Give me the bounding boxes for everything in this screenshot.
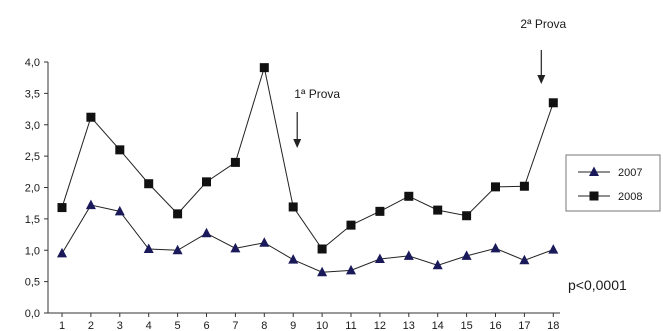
y-tick-label: 0,0 [25, 308, 40, 320]
y-tick-label: 3,5 [25, 88, 40, 100]
series-line-2008 [61, 67, 554, 250]
point-2007-12 [374, 253, 385, 264]
y-axis-ticks: 0,0 0,5 1,0 1,5 2,0 2,5 3,0 3,5 4,0 [25, 57, 48, 320]
x-tick-label: 10 [316, 320, 328, 331]
x-tick-label: 4 [146, 320, 152, 331]
point-2008-10 [317, 244, 327, 254]
legend-marker-2007 [589, 166, 599, 176]
x-tick-label: 9 [290, 320, 296, 331]
point-2008-12 [375, 206, 385, 216]
point-2007-9 [288, 254, 299, 264]
x-tick-label: 6 [203, 320, 209, 331]
point-2007-1 [57, 247, 67, 258]
point-2007-17 [519, 254, 530, 265]
point-2008-15 [462, 211, 472, 221]
annotation-arrow-head [537, 75, 546, 84]
point-2008-2 [86, 112, 96, 122]
y-tick-label: 1,0 [25, 245, 40, 257]
point-2007-5 [172, 244, 183, 255]
x-tick-label: 5 [175, 320, 181, 331]
legend-box [565, 154, 661, 212]
point-2007-3 [114, 205, 125, 216]
point-2008-4 [144, 179, 154, 189]
x-tick-label: 14 [432, 320, 444, 331]
y-tick-label: 2,0 [25, 183, 40, 195]
point-2007-8 [259, 237, 270, 247]
point-2007-6 [201, 227, 212, 238]
point-2007-18 [548, 244, 559, 254]
y-tick-label: 1,5 [25, 214, 40, 226]
x-tick-label: 12 [374, 320, 386, 331]
point-2008-7 [230, 157, 240, 167]
point-2007-13 [403, 250, 414, 260]
annotations: 1ª Prova 2ª Prova [293, 17, 567, 148]
point-2008-3 [115, 145, 125, 155]
annotation-label: 1ª Prova [294, 87, 340, 101]
point-2008-18 [548, 98, 558, 108]
legend-label-2007: 2007 [618, 167, 642, 179]
annotation-label: 2ª Prova [520, 17, 566, 31]
point-2008-16 [491, 182, 500, 192]
x-tick-label: 2 [88, 320, 94, 331]
x-axis-ticks: 1 2 3 4 5 6 7 8 9 10 11 12 13 14 15 16 17 18 [59, 313, 559, 331]
x-tick-label: 11 [345, 320, 356, 331]
legend: 2007 2008 [565, 154, 661, 212]
x-tick-label: 3 [117, 320, 123, 331]
point-2007-4 [143, 243, 154, 253]
point-2007-11 [346, 264, 356, 275]
x-tick-label: 18 [547, 320, 559, 331]
y-tick-label: 3,0 [25, 120, 40, 132]
point-2007-10 [317, 266, 328, 277]
legend-label-2008: 2008 [618, 191, 642, 203]
point-2008-6 [202, 177, 211, 187]
series-markers [57, 63, 559, 277]
series-line-2007 [61, 204, 554, 273]
point-2008-13 [404, 191, 414, 201]
x-tick-label: 8 [261, 320, 267, 331]
point-2008-14 [433, 205, 443, 215]
x-tick-label: 1 [59, 320, 65, 331]
x-tick-label: 16 [489, 320, 501, 331]
y-tick-label: 4,0 [25, 57, 40, 69]
series-lines [61, 67, 554, 273]
y-tick-label: 0,5 [25, 277, 40, 289]
point-2008-17 [519, 181, 529, 191]
legend-marker-2008 [589, 191, 599, 201]
point-2007-16 [490, 242, 501, 253]
point-2008-11 [346, 220, 356, 230]
x-tick-label: 7 [232, 320, 238, 331]
x-tick-label: 17 [518, 320, 530, 331]
point-2008-8 [259, 63, 269, 73]
x-tick-label: 13 [403, 320, 415, 331]
point-2008-9 [288, 202, 298, 212]
annotation-arrow-head [293, 139, 302, 148]
point-2007-15 [461, 250, 472, 260]
point-2007-14 [432, 259, 443, 270]
x-tick-label: 15 [460, 320, 472, 331]
point-2008-1 [57, 203, 67, 213]
point-2007-7 [230, 242, 241, 253]
p-value-label: p<0,0001 [568, 277, 627, 293]
point-2008-5 [173, 209, 183, 219]
y-tick-label: 2,5 [25, 151, 40, 163]
point-2007-2 [85, 199, 96, 210]
